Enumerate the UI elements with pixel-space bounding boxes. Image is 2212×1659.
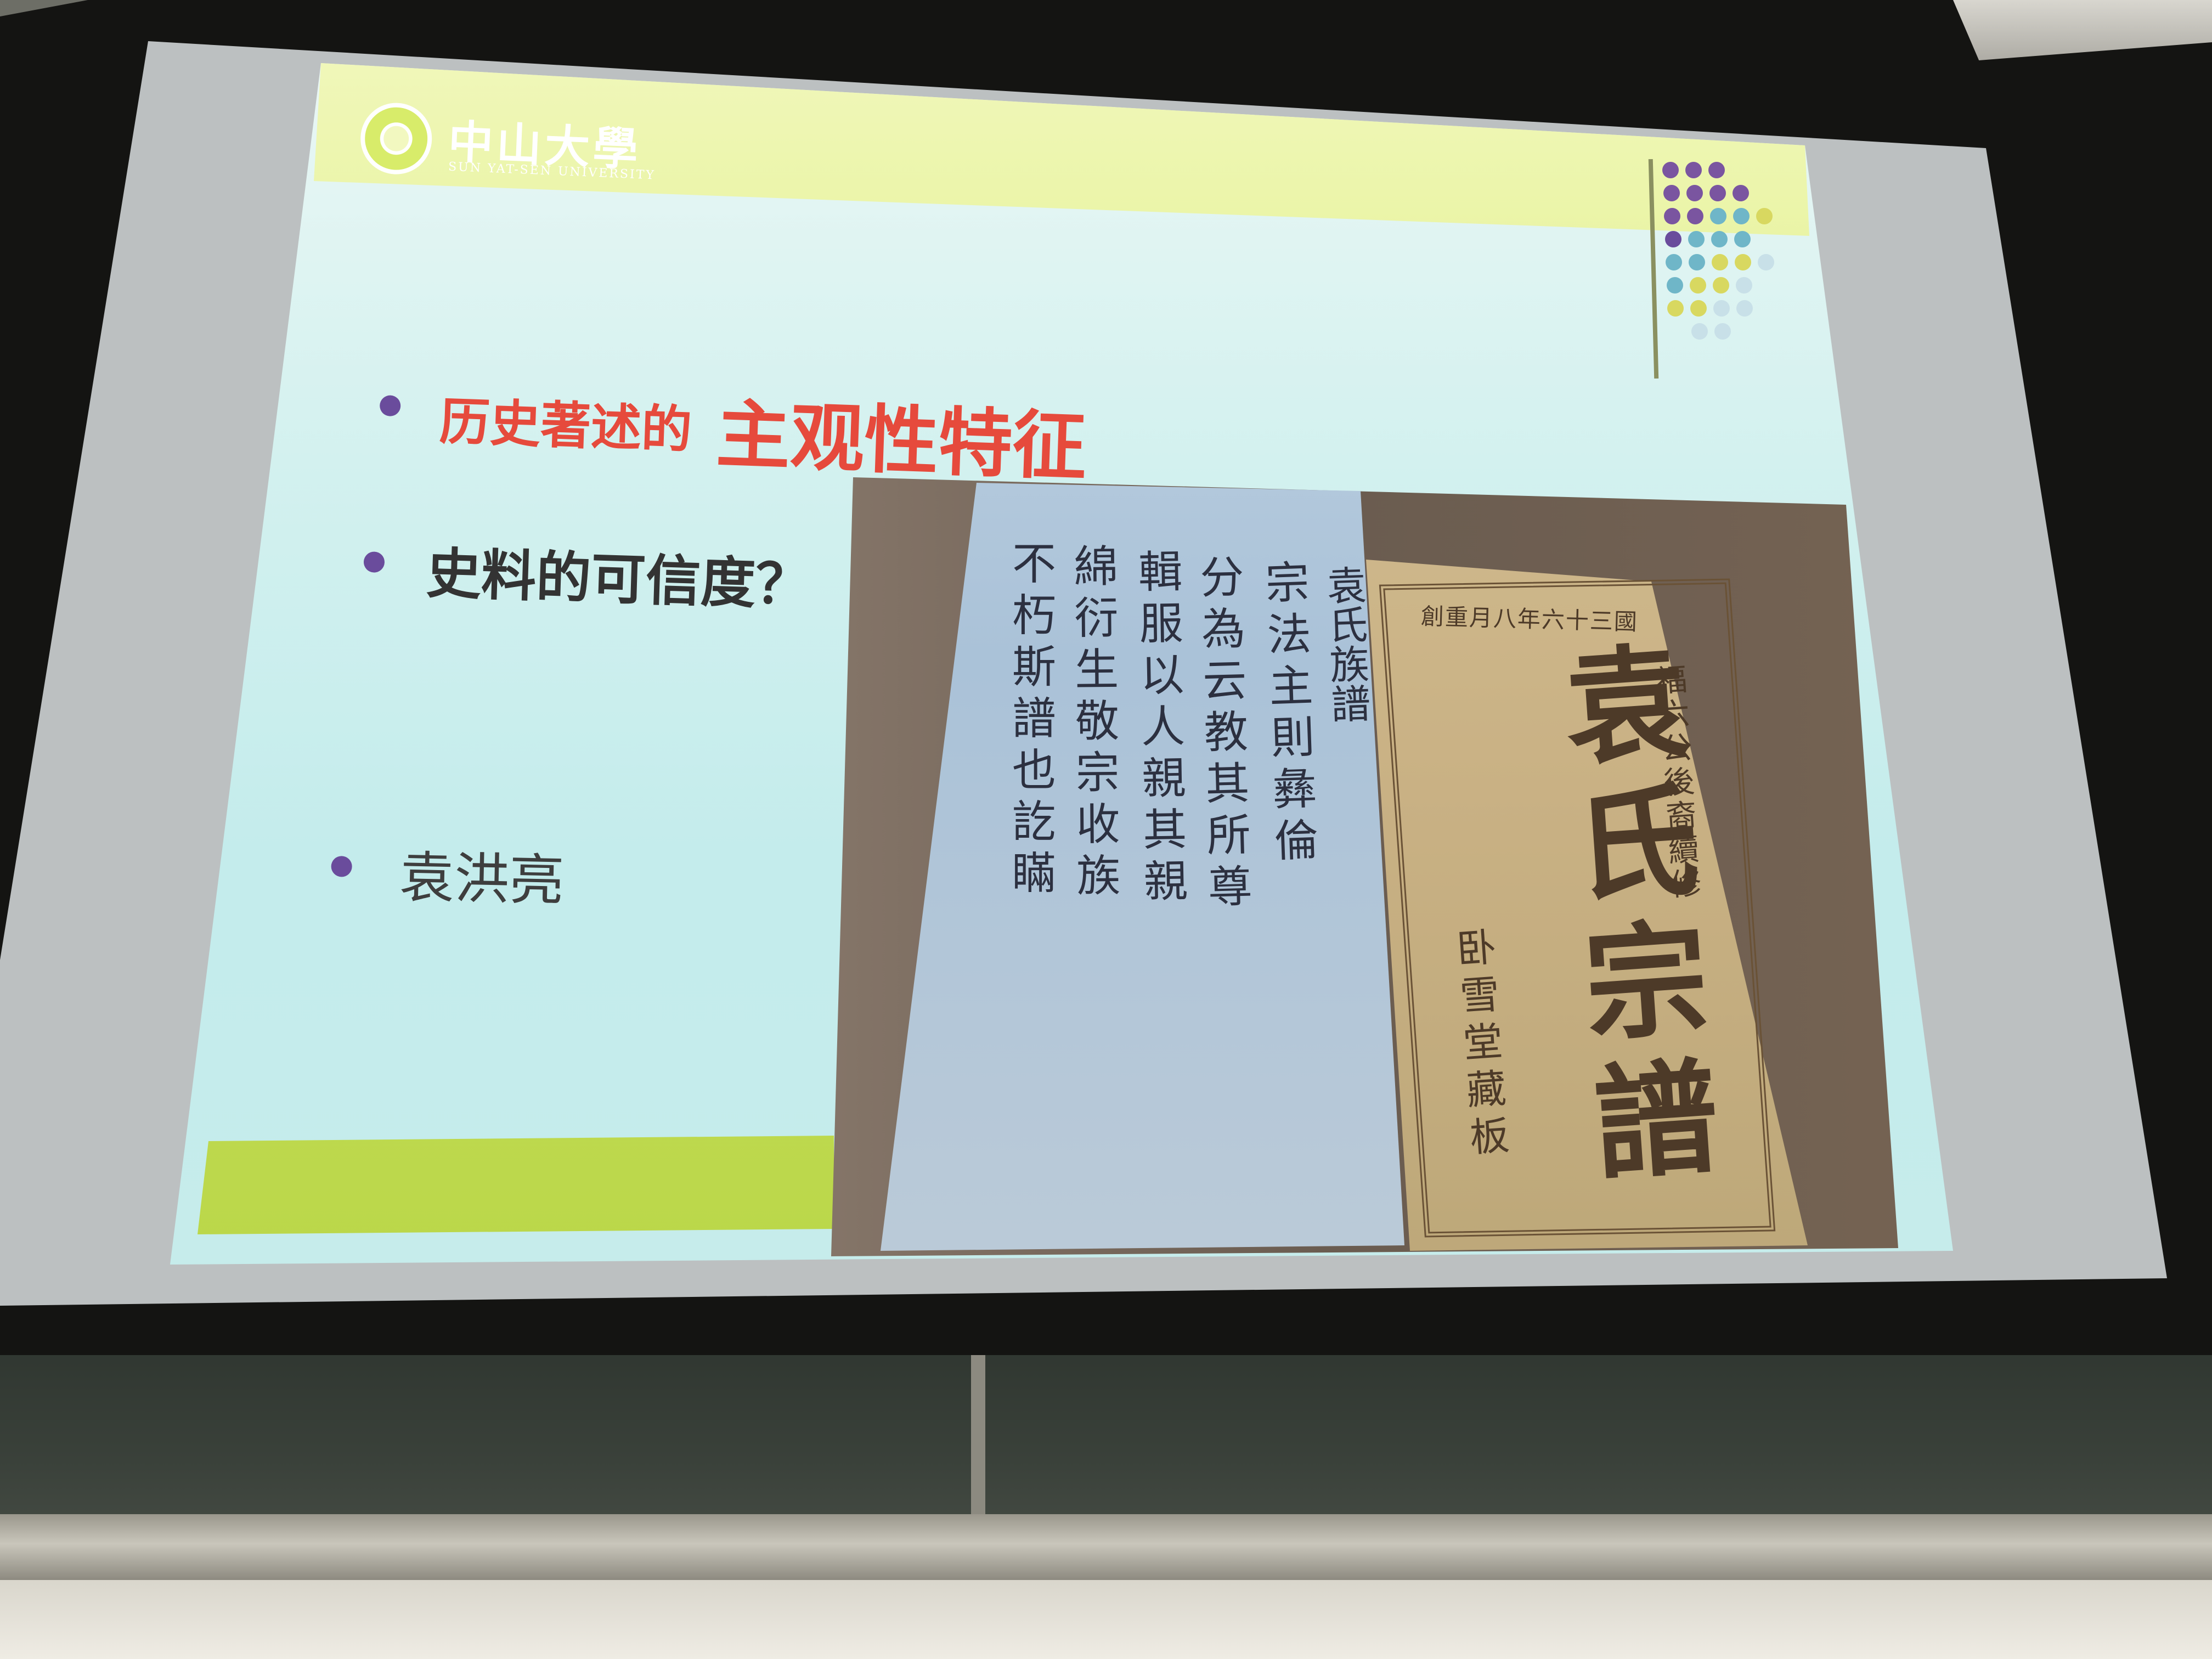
grid-dot [1666, 254, 1682, 270]
chalk-tray [0, 1514, 2212, 1580]
dot-grid-decoration [1662, 162, 1799, 348]
grid-dot [1686, 185, 1703, 201]
grid-dot [1690, 300, 1707, 317]
grid-dot [1756, 208, 1773, 224]
page-column: 輯服以人親其親 [1131, 548, 1188, 910]
bullet-title-emphasis: 主观性特征 [715, 391, 1088, 490]
grid-dot [1688, 231, 1705, 247]
page-column: 袁氏族譜 [1319, 564, 1372, 724]
grid-dot [1667, 300, 1684, 317]
grid-dot [1711, 231, 1728, 247]
grid-dot [1713, 300, 1730, 317]
board-frame-divider [971, 1339, 985, 1525]
grid-dot [1758, 254, 1774, 270]
grid-dot [1664, 208, 1680, 224]
grid-dot [1732, 185, 1749, 201]
book-left-page [881, 483, 1404, 1251]
grid-dot [1663, 185, 1680, 201]
bullet-title-prefix: 历史著述的 [438, 392, 693, 460]
grid-dot [1687, 208, 1703, 224]
grid-dot [1689, 277, 1706, 294]
page-column: 分為云教其所尊 [1192, 553, 1253, 916]
page-column: 綿衍生敬宗收族 [1066, 543, 1121, 905]
grid-dot [1666, 277, 1683, 294]
slide-footer-band [198, 1136, 834, 1234]
floor-strip [0, 1580, 2212, 1659]
grid-dot [1712, 277, 1729, 294]
grid-dot [1735, 254, 1751, 270]
grid-dot [1708, 162, 1725, 178]
grid-dot [1734, 231, 1751, 247]
grid-dot [1714, 323, 1731, 340]
grid-dot [1733, 208, 1750, 224]
grid-dot [1685, 162, 1702, 178]
grid-dot [1712, 254, 1728, 270]
grid-dot [1689, 254, 1705, 270]
grid-dot [1662, 162, 1679, 178]
book-top-line: 創重月八年六十三國 [1420, 602, 1639, 636]
page-column: 不朽斯譜也訖瞞 [1005, 540, 1056, 901]
bullet-question-text: 史料的可信度？ [425, 541, 811, 618]
grid-dot [1691, 323, 1708, 340]
grid-dot [1735, 277, 1752, 294]
bullet-author-text: 袁洪亮 [399, 845, 565, 913]
page-column: 宗法主則彝倫 [1257, 558, 1319, 870]
grid-dot [1664, 231, 1681, 247]
grid-dot [1710, 208, 1726, 224]
grid-dot [1709, 185, 1726, 201]
grid-dot [1736, 300, 1753, 317]
